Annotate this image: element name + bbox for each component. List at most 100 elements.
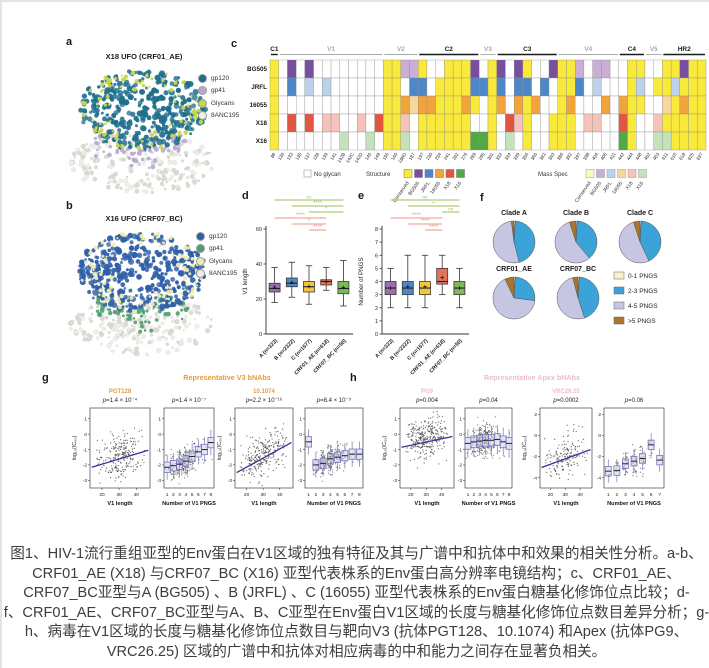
strain-row-label: X16 [256,138,268,145]
position-label: 404 [591,152,600,162]
glycan-site-heatmap: C1 V1 V2 C2 V3 C3 V4 C4 V5 HR2BG505JRFL16055X18X1… [247,46,707,204]
pie-slice [577,276,600,319]
x-axis-label: Number of V1 PNGS [162,501,216,507]
svg-text:3: 3 [478,492,481,498]
position-label: 301 [486,152,495,162]
legend-swatch-icon [196,244,205,254]
svg-text:20: 20 [408,492,414,498]
position-label: 197 [416,152,425,162]
legend-item: gp41 [196,243,237,256]
svg-text:0: 0 [394,432,397,438]
svg-text:30: 30 [116,492,122,498]
pie-title: CRF01_AE [496,266,532,273]
svg-text:4: 4 [185,492,188,498]
position-label: 230 [425,152,434,162]
svg-text:30: 30 [260,492,266,498]
position-label: 262 [451,152,460,162]
svg-text:1: 1 [158,417,161,423]
cryo-em-structure-x18 [69,69,214,195]
legend-label: Glycans [211,99,235,107]
legend-label: gp120 [211,74,230,82]
position-label: 397 [573,152,582,162]
svg-text:2: 2 [616,492,619,498]
significance-label: ns [448,208,454,213]
position-label: 463 [652,152,661,162]
strain-legend-label: JRFL [420,181,432,194]
position-label: 363 [547,152,556,162]
region-header: V1 [327,46,335,53]
position-label: 332 [495,152,504,162]
regression-line [236,442,292,474]
svg-text:20: 20 [256,297,262,303]
antibody-label: 10.1074 [253,389,275,395]
panel-b-title: X16 UFO (CRF07_BC) [105,214,183,223]
position-label: 625 [687,152,696,162]
svg-text:-3: -3 [458,478,463,484]
svg-text:7: 7 [658,492,661,498]
svg-text:2: 2 [375,306,378,312]
position-label: 360 [530,152,539,162]
svg-text:6: 6 [496,492,499,498]
svg-text:-2: -2 [228,463,233,469]
legend-swatch-icon [196,231,205,241]
position-label: 142B [336,152,346,164]
strain-legend-label: X18 [625,181,635,192]
legend-label: 8ANC195 [211,112,240,120]
region-header: V5 [650,46,658,53]
scatter-points [544,423,588,481]
significance-label: **** [429,225,439,231]
svg-text:1: 1 [299,417,302,423]
position-label: 186D [397,151,407,164]
svg-text:0: 0 [259,332,262,338]
position-label: 145 [364,152,373,162]
svg-text:1: 1 [607,492,610,498]
panel-b-legend: gp120 gp41 Glycans 8ANC195 [196,230,237,280]
antibody-label: VRC26.25 [552,389,580,395]
svg-text:2: 2 [598,412,601,418]
svg-text:1: 1 [84,417,87,423]
svg-text:5: 5 [641,492,644,498]
svg-text:8: 8 [375,227,378,233]
protein-dot-cloud [67,231,213,357]
pie-title: Clade C [627,210,653,217]
svg-text:1: 1 [307,492,310,498]
strain-row-label: JRFL [251,84,267,91]
svg-text:40: 40 [577,492,583,498]
caption-line: CRF01_AE (X18) 与CRF07_BC (X16) 亚型代表株系的En… [32,565,681,582]
svg-text:6: 6 [197,492,200,498]
svg-text:-4: -4 [597,475,602,481]
panel-b-label: b [66,200,73,212]
svg-text:-3: -3 [157,478,162,484]
pie-slice [513,276,536,301]
pie-title: Clade B [563,210,589,217]
position-label: 133 [286,152,295,162]
p-value-label: p=0.06 [624,398,644,404]
position-label: 339 [512,152,521,162]
svg-text:-1: -1 [157,447,162,453]
svg-text:1: 1 [166,492,169,498]
panel-d-label: d [242,190,249,202]
legend-swatch-icon [198,111,207,121]
pie-legend-label: 2-3 PNGS [628,288,658,295]
svg-text:1: 1 [394,417,397,423]
pie-slice [513,220,536,263]
x-axis-label: V1 length [553,501,579,507]
position-label: 130 [277,152,286,162]
legend-item: gp120 [196,230,237,243]
svg-text:20: 20 [244,492,250,498]
pie-legend-label: >5 PNGS [628,318,656,325]
significance-label: **** [420,219,430,225]
pie-slice [504,276,515,299]
position-label: 139 [321,152,330,162]
scatter-points [96,427,146,484]
position-label: 386 [556,152,565,162]
x-axis-label: V1 length [251,501,277,507]
pie-legend-label: 0-1 PNGS [628,273,658,280]
svg-text:-2: -2 [298,463,303,469]
y-axis-label: log₁₀(IC₅₀) [382,435,388,460]
svg-text:30: 30 [424,492,430,498]
region-header: C3 [523,46,532,53]
svg-text:5: 5 [191,492,194,498]
position-label: 618 [678,152,687,162]
